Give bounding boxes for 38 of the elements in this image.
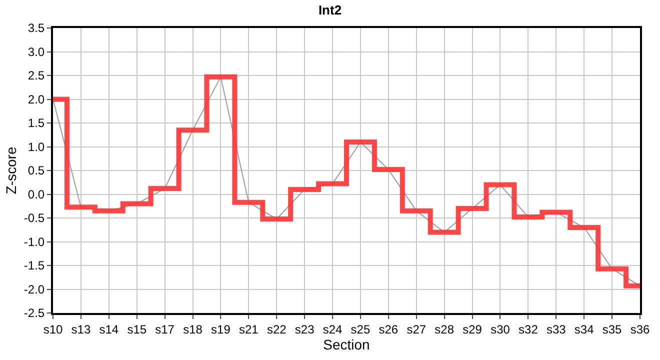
- x-tick-label: s15: [127, 322, 147, 336]
- x-tick-label: s25: [350, 322, 370, 336]
- y-tick-label: 1.0: [28, 140, 45, 154]
- x-tick-label: s18: [183, 322, 203, 336]
- y-tick-label: -0.5: [24, 211, 45, 226]
- x-tick-label: s28: [434, 322, 454, 336]
- x-tick-label: s21: [238, 322, 259, 336]
- x-tick-label: s33: [546, 322, 566, 336]
- y-tick-label: -1.0: [24, 234, 45, 249]
- x-tick-label: s24: [322, 322, 343, 336]
- x-tick-label: s17: [155, 322, 175, 336]
- y-tick-label: 2.0: [28, 92, 45, 106]
- x-tick-label: s32: [518, 322, 538, 336]
- x-tick-label: s26: [378, 322, 398, 336]
- y-tick-label: 2.5: [28, 68, 45, 83]
- y-tick-label: 0.5: [28, 164, 45, 178]
- x-tick-label: s14: [99, 322, 119, 336]
- x-tick-label: s27: [406, 322, 426, 336]
- x-tick-label: s35: [602, 322, 622, 336]
- x-tick-label: s23: [294, 322, 315, 336]
- x-tick-label: s30: [490, 322, 510, 336]
- x-tick-label: s22: [266, 322, 287, 336]
- y-tick-label: -1.5: [24, 258, 45, 273]
- y-tick-label: 3.0: [28, 44, 45, 59]
- x-tick-label: s13: [71, 322, 91, 336]
- y-tick-label: -2.5: [24, 306, 45, 320]
- chart-title: Int2: [318, 2, 342, 18]
- x-tick-label: s19: [211, 322, 231, 336]
- y-tick-label: 1.5: [28, 116, 45, 130]
- y-tick-label: -2.0: [24, 282, 45, 296]
- y-axis-title: Z-score: [3, 146, 20, 194]
- y-tick-label: 3.5: [28, 21, 45, 36]
- x-tick-label: s36: [630, 322, 650, 336]
- x-tick-label: s34: [574, 322, 594, 336]
- x-axis-title: Section: [323, 336, 370, 352]
- x-tick-label: s10: [43, 322, 63, 336]
- x-tick-label: s29: [462, 322, 482, 336]
- y-tick-label: 0.0: [28, 187, 45, 202]
